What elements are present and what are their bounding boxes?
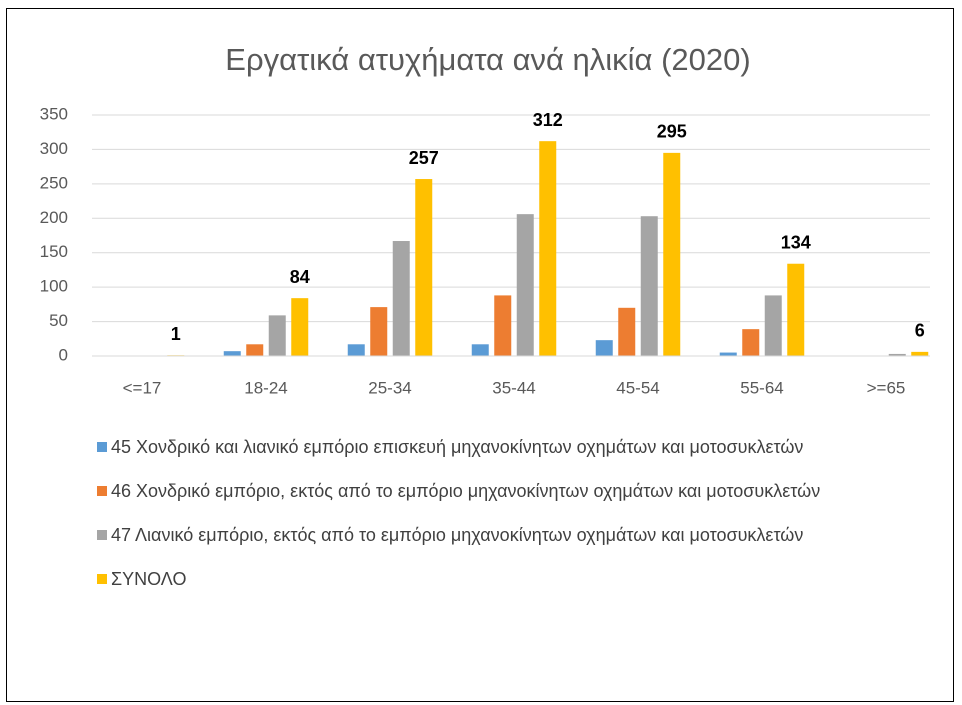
legend-item: ΣΥΝΟΛΟ: [97, 564, 897, 594]
legend-label: 47 Λιανικό εμπόριο, εκτός από το εμπόριο…: [111, 525, 804, 545]
bar: [911, 351, 929, 356]
x-tick-label: 18-24: [244, 378, 287, 397]
bar: [370, 307, 388, 356]
legend-item: 45 Χονδρικό και λιανικό εμπόριο επισκευή…: [97, 432, 897, 462]
legend-swatch: [97, 530, 107, 540]
x-tick-label: 25-34: [368, 378, 411, 397]
data-label: 84: [290, 267, 310, 287]
legend-label: 45 Χονδρικό και λιανικό εμπόριο επισκευή…: [111, 437, 804, 457]
bar: [291, 298, 309, 356]
bar: [640, 216, 658, 356]
bar: [742, 329, 760, 356]
bar: [595, 340, 613, 356]
data-label: 295: [657, 122, 687, 142]
legend-swatch: [97, 486, 107, 496]
bar: [516, 214, 534, 356]
legend-label: 46 Χονδρικό εμπόριο, εκτός από το εμπόρι…: [111, 481, 821, 501]
bar: [888, 353, 906, 356]
bar: [246, 344, 264, 356]
data-label: 312: [533, 110, 563, 130]
chart-title: Εργατικά ατυχήματα ανά ηλικία (2020): [225, 42, 750, 77]
y-tick-label: 100: [40, 277, 68, 296]
legend-swatch: [97, 442, 107, 452]
bar: [415, 179, 433, 356]
x-tick-label: 35-44: [492, 378, 535, 397]
legend-item: 46 Χονδρικό εμπόριο, εκτός από το εμπόρι…: [97, 476, 897, 506]
x-tick-label: 45-54: [616, 378, 659, 397]
bar: [787, 263, 805, 356]
data-label: 134: [781, 232, 811, 252]
bar: [392, 241, 410, 356]
data-label: 1: [171, 324, 181, 344]
bar: [494, 295, 512, 356]
legend-swatch: [97, 574, 107, 584]
data-label: 6: [915, 321, 925, 341]
bar: [223, 351, 241, 356]
data-label: 257: [409, 148, 439, 168]
bar: [663, 152, 681, 356]
bar: [618, 307, 636, 356]
legend-item: 47 Λιανικό εμπόριο, εκτός από το εμπόριο…: [97, 520, 897, 550]
x-tick-label: 55-64: [740, 378, 783, 397]
bar: [347, 344, 365, 356]
x-tick-label: <=17: [123, 378, 162, 397]
y-tick-label: 250: [40, 173, 68, 192]
bar: [719, 352, 737, 356]
y-tick-label: 50: [49, 311, 68, 330]
bar: [268, 315, 286, 356]
legend: 45 Χονδρικό και λιανικό εμπόριο επισκευή…: [97, 432, 897, 608]
y-tick-label: 200: [40, 208, 68, 227]
y-tick-label: 350: [40, 104, 68, 123]
y-tick-label: 0: [59, 345, 68, 364]
bar: [539, 141, 557, 356]
legend-label: ΣΥΝΟΛΟ: [111, 569, 187, 589]
y-tick-label: 300: [40, 139, 68, 158]
y-tick-label: 150: [40, 242, 68, 261]
bar: [764, 295, 782, 356]
bar: [471, 344, 489, 356]
chart-frame: [6, 8, 954, 702]
x-tick-label: >=65: [867, 378, 906, 397]
